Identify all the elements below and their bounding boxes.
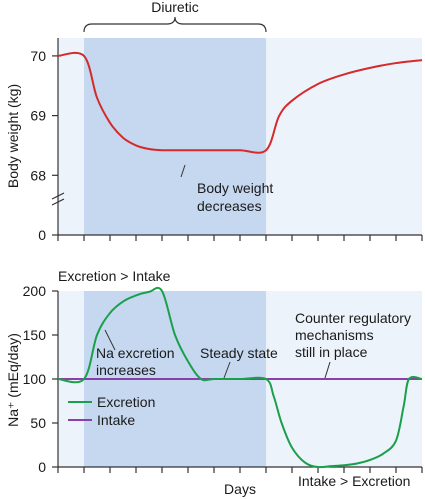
weight-y-tick-label: 68 <box>30 167 46 183</box>
sodium-x-ticks <box>57 467 423 473</box>
weight-axis-break-mark <box>51 198 65 206</box>
intake-exceeds-excretion-label: Intake > Excretion <box>298 473 410 489</box>
na-excretion-annotation-line2: increases <box>96 362 156 378</box>
na-excretion-annotation-line1: Na excretion <box>96 345 175 361</box>
excretion-exceeds-intake-label: Excretion > Intake <box>58 268 171 284</box>
sodium-panel: Excretion > Intake 0 50 100 150 200 Na⁺ (mEq… <box>5 268 423 497</box>
counter-regulatory-annotation-line2: mechanisms <box>295 327 374 343</box>
weight-y-tick-label: 70 <box>30 48 46 64</box>
weight-axis-break-mark <box>51 192 65 200</box>
sodium-y-ticks: 0 50 100 150 200 <box>23 283 58 475</box>
sodium-y-tick-label: 150 <box>23 327 47 343</box>
diuretic-label: Diuretic <box>151 0 198 15</box>
sodium-y-tick-label: 100 <box>23 371 47 387</box>
weight-annotation-line1: Body weight <box>197 180 273 196</box>
excretion-series-line <box>57 286 423 469</box>
legend: Excretion Intake <box>68 394 155 428</box>
weight-x-ticks <box>57 235 423 241</box>
counter-regulatory-pointer <box>324 361 331 379</box>
sodium-y-tick-label: 200 <box>23 283 47 299</box>
weight-annotation-pointer <box>180 164 186 178</box>
sodium-y-tick-label: 50 <box>30 415 46 431</box>
weight-annotation-line2: decreases <box>197 198 262 214</box>
weight-y-axis-label: Body weight (kg) <box>5 84 21 188</box>
legend-intake-label: Intake <box>97 412 135 428</box>
weight-y-ticks: 68 69 70 0 <box>30 48 58 243</box>
counter-regulatory-annotation-line1: Counter regulatory <box>295 310 411 326</box>
counter-regulatory-annotation-line3: still in place <box>295 344 368 360</box>
na-excretion-pointer <box>104 329 116 351</box>
weight-series-line <box>57 51 423 154</box>
diuretic-brace <box>83 16 267 33</box>
weight-y-tick-label: 69 <box>30 108 46 124</box>
sodium-y-tick-label: 0 <box>38 459 46 475</box>
steady-state-annotation: Steady state <box>200 345 278 361</box>
days-axis-label: Days <box>224 481 256 497</box>
weight-panel: Diuretic 68 69 70 0 Body weight (kg) Body w… <box>5 0 423 243</box>
weight-y-tick-label: 0 <box>38 227 46 243</box>
sodium-y-axis-label: Na⁺ (mEq/day) <box>5 333 21 427</box>
weight-diuretic-shade <box>84 38 266 235</box>
legend-excretion-label: Excretion <box>97 394 155 410</box>
steady-state-pointer <box>223 361 231 379</box>
